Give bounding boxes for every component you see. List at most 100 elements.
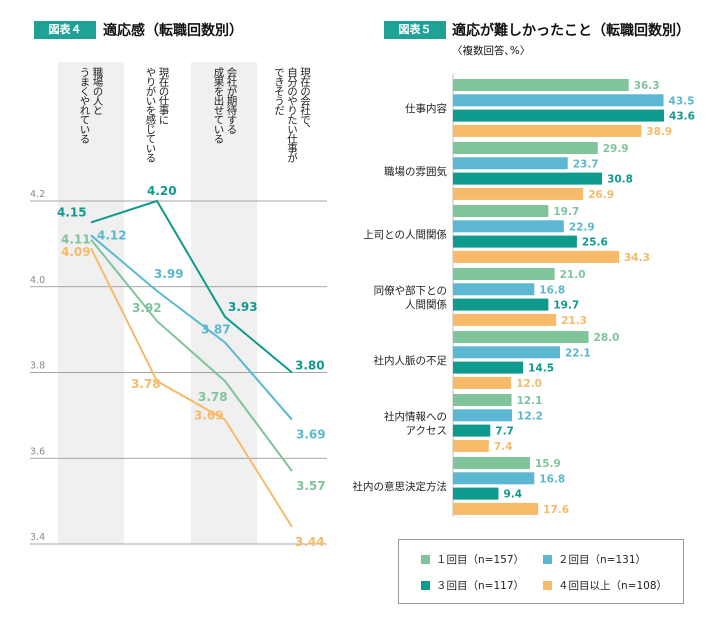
bar-s1-c3 — [453, 205, 549, 217]
bar-s1-c5 — [453, 331, 589, 343]
category-label-line: やりがいを感じている — [145, 67, 157, 163]
series-3-line — [90, 199, 293, 374]
bar-value-label: 38.9 — [646, 126, 672, 138]
y-tick-label: 3.4 — [30, 532, 45, 543]
category-label-line: 成果を出せている — [213, 67, 225, 144]
series-1-label: 3.57 — [296, 479, 326, 493]
bar-category-label: 社内情報への — [384, 410, 447, 423]
series-4-label: 4.09 — [61, 245, 91, 259]
bar-value-label: 34.3 — [624, 252, 650, 264]
bar-s3-c1 — [453, 109, 665, 122]
bar-value-label: 26.9 — [588, 189, 614, 201]
bar-value-label: 12.0 — [516, 378, 542, 390]
bar-value-label: 28.0 — [594, 332, 620, 344]
series-2-label: 4.12 — [97, 228, 127, 242]
series-3-label: 3.93 — [228, 300, 258, 314]
y-tick-label: 3.8 — [30, 361, 45, 372]
category-band-2 — [191, 62, 257, 544]
legend-item-4: ４回目以上（n=108） — [543, 580, 667, 593]
legend-swatch-1 — [421, 555, 430, 564]
legend-label-2: ２回目（n=131） — [558, 554, 646, 566]
bar-value-label: 17.6 — [543, 504, 569, 516]
legend-swatch-3 — [421, 581, 430, 590]
bar-value-label: 43.5 — [669, 95, 695, 107]
bar-category-label: 上司との人間関係 — [363, 229, 447, 241]
bar-value-label: 22.9 — [569, 221, 595, 233]
category-band-1 — [58, 62, 124, 544]
series-2-line — [90, 234, 293, 421]
bar-s4-c5 — [453, 376, 512, 389]
y-tick-label: 4.0 — [30, 275, 45, 286]
category-label-line: 自分のやりたい仕事が — [286, 66, 298, 163]
legend-item-1: １回目（n=157） — [421, 554, 524, 567]
bar-value-label: 43.6 — [669, 111, 695, 123]
series-3-label: 3.80 — [295, 359, 325, 373]
series-4-label: 3.69 — [194, 409, 224, 423]
y-tick-label: 4.2 — [30, 189, 45, 200]
bar-s2-c6 — [453, 409, 513, 422]
figure5-subtitle: 〈複数回答､%〉 — [452, 45, 531, 57]
bar-s2-c5 — [453, 346, 560, 359]
bar-value-label: 25.6 — [582, 237, 608, 249]
legend-swatch-2 — [543, 555, 552, 564]
series-4-line — [90, 247, 293, 528]
bar-value-label: 21.0 — [560, 269, 586, 281]
legend-swatch-4 — [543, 581, 552, 590]
bar-value-label: 19.7 — [553, 206, 579, 218]
bar-s2-c4 — [453, 283, 535, 296]
bar-s4-c7 — [453, 502, 539, 515]
bar-category-label: アクセス — [406, 425, 447, 437]
series-4-label: 3.44 — [295, 535, 325, 549]
legend-item-3: ３回目（n=117） — [421, 580, 524, 593]
bar-value-label: 16.8 — [539, 473, 565, 485]
series-1-line — [90, 238, 293, 472]
bar-value-label: 15.9 — [535, 458, 561, 470]
series-2-label: 3.99 — [154, 267, 184, 281]
legend-label-4: ４回目以上（n=108） — [558, 580, 667, 592]
figure5-badge: 図表５ — [384, 21, 446, 39]
bar-category-label: 仕事内容 — [405, 102, 447, 115]
bar-s4-c1 — [453, 124, 642, 137]
category-label-line: できそうだ — [273, 67, 285, 115]
bar-value-label: 14.5 — [528, 363, 554, 375]
bar-s3-c4 — [453, 298, 549, 311]
bar-s4-c6 — [453, 439, 489, 452]
bar-s2-c1 — [453, 94, 664, 107]
legend-item-2: ２回目（n=131） — [543, 554, 646, 567]
bar-s2-c2 — [453, 157, 568, 170]
legend-label-3: ３回目（n=117） — [436, 580, 524, 592]
bar-s1-c1 — [453, 79, 629, 91]
bar-value-label: 22.1 — [565, 347, 591, 359]
bar-value-label: 7.4 — [494, 441, 513, 453]
bar-value-label: 12.1 — [517, 395, 543, 407]
bar-s1-c2 — [453, 142, 598, 154]
series-2-label: 3.87 — [201, 322, 231, 336]
bar-value-label: 16.8 — [539, 284, 565, 296]
bar-value-label: 36.3 — [634, 80, 660, 92]
bar-value-label: 30.8 — [607, 174, 633, 186]
y-tick-label: 3.6 — [30, 446, 45, 457]
figure5-title: 適応が難しかったこと（転職回数別） — [452, 23, 690, 39]
series-4-label: 3.78 — [131, 377, 161, 391]
bar-s3-c6 — [453, 424, 491, 437]
bar-category-label: 社内人脈の不足 — [374, 354, 448, 367]
bar-value-label: 21.3 — [561, 315, 587, 327]
series-1-label: 3.92 — [132, 301, 162, 315]
series-1-label: 3.78 — [198, 390, 228, 404]
figure4-title: 適応感（転職回数別） — [103, 23, 243, 39]
bar-s4-c2 — [453, 187, 584, 200]
bar-s2-c3 — [453, 220, 564, 233]
series-2-label: 3.69 — [296, 428, 326, 442]
bar-s1-c4 — [453, 268, 555, 280]
category-label-line: 現在の仕事に — [158, 67, 170, 125]
bar-s3-c3 — [453, 235, 577, 248]
bar-s2-c7 — [453, 472, 535, 485]
bar-category-label: 社内の意思決定方法 — [353, 480, 448, 493]
bar-value-label: 23.7 — [573, 158, 599, 170]
bar-s1-c6 — [453, 394, 512, 406]
